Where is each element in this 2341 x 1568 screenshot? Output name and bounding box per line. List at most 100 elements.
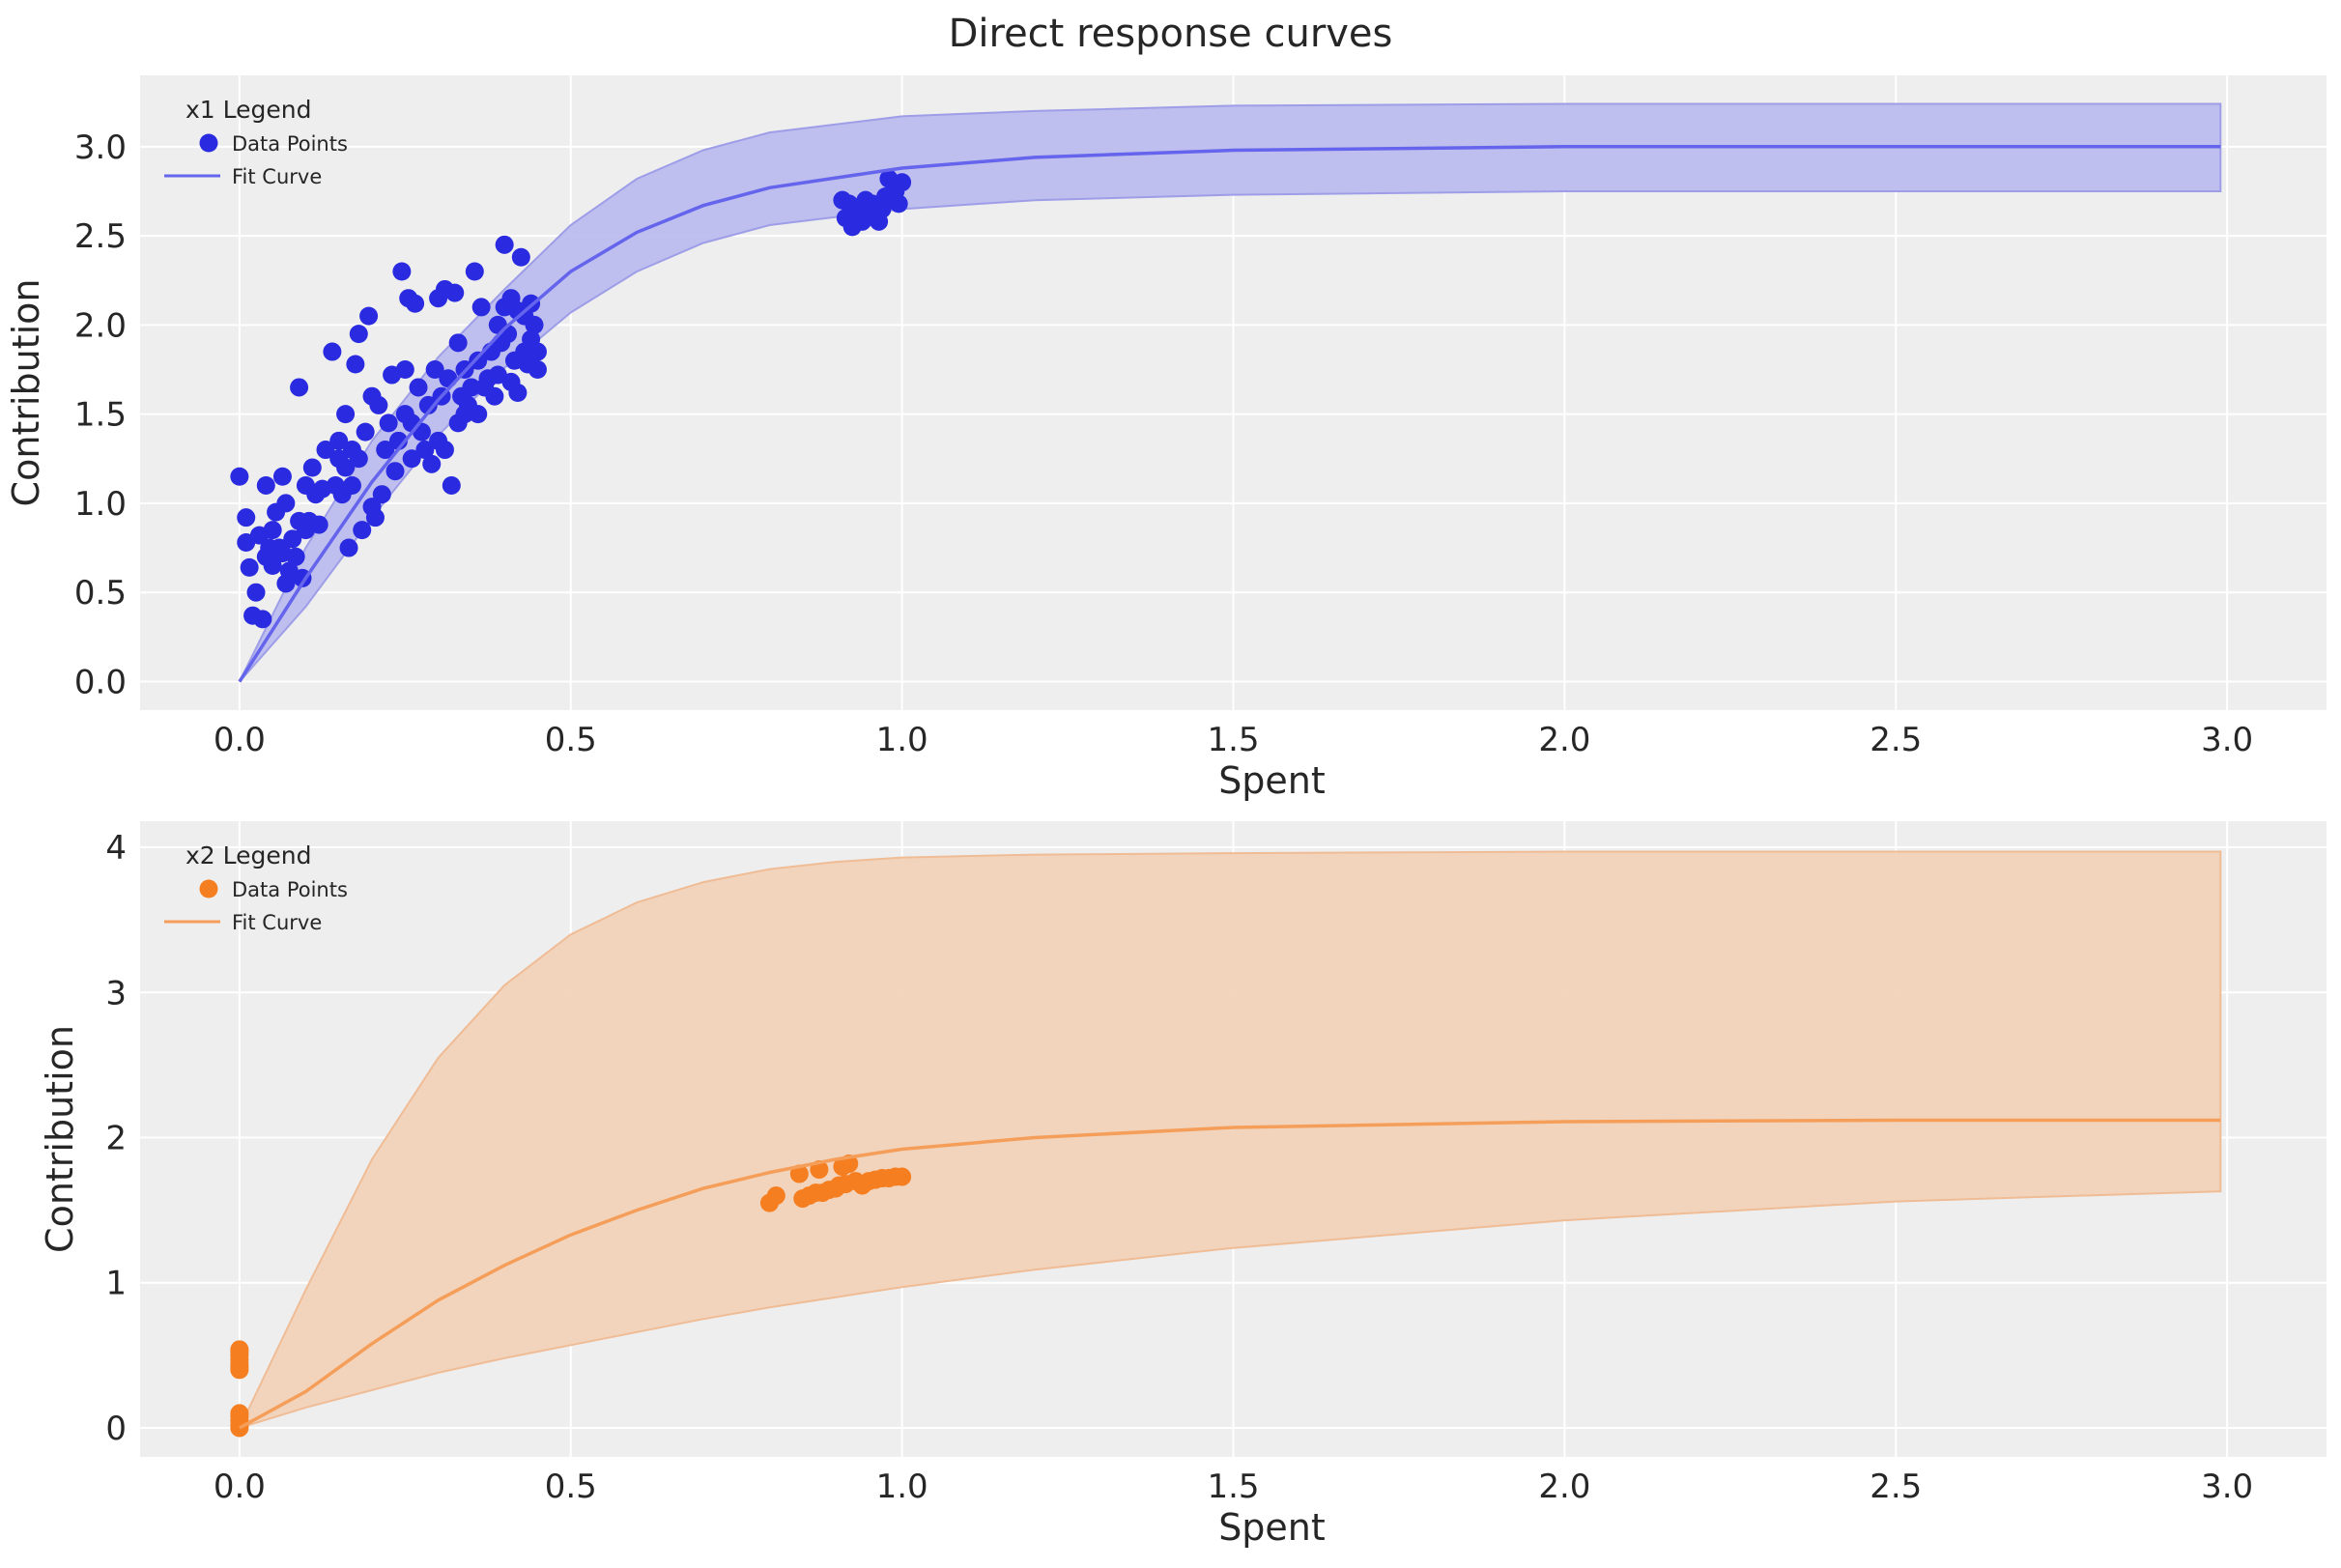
x1-y-tick-label: 1.5 — [74, 396, 127, 435]
x1-data-point — [336, 458, 356, 477]
x1-data-point — [379, 413, 398, 433]
x1-data-point — [435, 441, 454, 460]
x1-x-tick-label: 1.0 — [876, 721, 928, 759]
x1-data-point — [528, 360, 547, 380]
x1-data-point — [349, 325, 368, 344]
x1-legend: x1 Legend Data Points Fit Curve — [164, 96, 348, 188]
x1-data-point — [376, 441, 395, 460]
x1-x-tick-label: 0.5 — [545, 721, 597, 759]
x2-y-axis-label: Contribution — [39, 1025, 81, 1253]
x1-data-point — [528, 342, 547, 361]
x1-data-point — [230, 467, 249, 486]
x1-x-tick-label: 1.5 — [1207, 721, 1259, 759]
x1-data-point — [237, 508, 256, 527]
x1-data-point — [342, 475, 361, 495]
x1-data-point — [439, 369, 458, 388]
x1-data-point — [893, 173, 912, 192]
x1-y-tick-label: 0.5 — [74, 574, 127, 613]
x1-data-point — [240, 557, 259, 577]
x2-legend-entry-curve: Fit Curve — [232, 911, 322, 934]
x1-data-point — [290, 378, 309, 397]
x1-y-tick-label: 2.0 — [74, 306, 127, 345]
figure-title: Direct response curves — [948, 12, 1393, 56]
x2-x-tick-label: 3.0 — [2201, 1468, 2253, 1506]
x1-data-point — [246, 583, 266, 602]
x2-y-tick-label: 2 — [105, 1119, 127, 1157]
x1-data-point — [309, 515, 328, 534]
x2-x-tick-label: 0.0 — [214, 1468, 266, 1506]
x2-y-tick-label: 4 — [105, 829, 127, 868]
x1-data-point — [425, 360, 444, 380]
x2-x-axis-label: Spent — [1218, 1506, 1326, 1549]
x1-y-tick-label: 3.0 — [74, 128, 127, 167]
x1-data-point — [302, 458, 322, 477]
x1-data-point — [392, 262, 412, 281]
x1-data-point — [323, 342, 342, 361]
x1-legend-entry-curve: Fit Curve — [232, 165, 322, 188]
x1-data-point — [442, 475, 461, 495]
x1-data-point — [356, 422, 375, 442]
x2-credible-band — [238, 850, 2222, 1430]
x1-data-point — [372, 485, 391, 504]
x1-data-point — [409, 378, 428, 397]
x2-legend-entry-points: Data Points — [232, 878, 348, 901]
x1-data-point — [889, 194, 908, 214]
x1-data-point — [349, 449, 368, 469]
x1-data-point — [415, 441, 435, 460]
x2-data-point — [230, 1404, 249, 1423]
x2-x-tick-label: 0.5 — [545, 1468, 597, 1506]
x1-data-point — [525, 315, 544, 334]
x1-x-tick-label: 2.5 — [1870, 721, 1922, 759]
x1-data-point — [256, 475, 275, 495]
x1-data-point — [412, 422, 431, 442]
x2-chart-panel: 0.0 0.5 1.0 1.5 2.0 2.5 3.0 0 1 2 3 4 Spent Contribut… — [39, 821, 2327, 1549]
x2-x-tick-label: 1.0 — [876, 1468, 928, 1506]
x1-data-point — [495, 235, 514, 254]
x1-data-point — [272, 467, 292, 486]
x1-data-point — [406, 294, 425, 313]
x2-legend-title: x2 Legend — [186, 841, 311, 870]
x2-x-tick-label: 2.0 — [1538, 1468, 1590, 1506]
x1-data-point — [402, 449, 421, 469]
x2-y-tick-label: 1 — [105, 1265, 127, 1303]
x1-data-point — [422, 454, 442, 473]
x2-data-point — [789, 1164, 809, 1183]
x2-data-point — [766, 1186, 785, 1206]
x1-data-point — [469, 405, 488, 424]
x1-data-point — [395, 360, 414, 380]
x1-legend-marker-points — [199, 133, 218, 153]
x1-data-point — [385, 462, 405, 481]
x1-data-point — [276, 494, 296, 513]
x1-data-point — [353, 521, 372, 540]
x1-data-point — [253, 610, 272, 629]
x1-legend-entry-points: Data Points — [232, 132, 348, 156]
x1-data-point — [418, 395, 438, 414]
x1-data-point — [485, 386, 504, 406]
x1-legend-title: x1 Legend — [186, 96, 311, 124]
x1-data-point — [359, 306, 379, 326]
x1-y-axis-label: Contribution — [5, 279, 47, 507]
x1-x-axis-label: Spent — [1218, 759, 1326, 802]
x1-data-point — [283, 529, 302, 549]
x1-data-point — [511, 247, 530, 267]
x2-y-tick-label: 0 — [105, 1410, 127, 1448]
x1-data-point — [263, 556, 282, 576]
x1-chart-panel: 0.0 0.5 1.0 1.5 2.0 2.5 3.0 0.0 0.5 1.0 1.5 2.0 2.5 3… — [5, 75, 2327, 802]
x1-data-point — [465, 262, 484, 281]
x1-y-tick-label: 1.0 — [74, 485, 127, 524]
x2-data-point — [230, 1357, 249, 1377]
x1-data-point — [448, 333, 468, 353]
x1-data-point — [445, 283, 465, 302]
x2-x-tick-label: 2.5 — [1870, 1468, 1922, 1506]
x1-data-point — [508, 384, 528, 402]
x1-x-tick-label: 2.0 — [1538, 721, 1590, 759]
x1-data-point — [263, 521, 282, 540]
x1-y-tick-label: 2.5 — [74, 217, 127, 256]
x1-data-point — [336, 405, 356, 424]
x2-legend: x2 Legend Data Points Fit Curve — [164, 841, 348, 934]
x2-fit-curve — [239, 1118, 2221, 1430]
x2-x-tick-label: 1.5 — [1207, 1468, 1259, 1506]
x2-y-tick-label: 3 — [105, 974, 127, 1012]
